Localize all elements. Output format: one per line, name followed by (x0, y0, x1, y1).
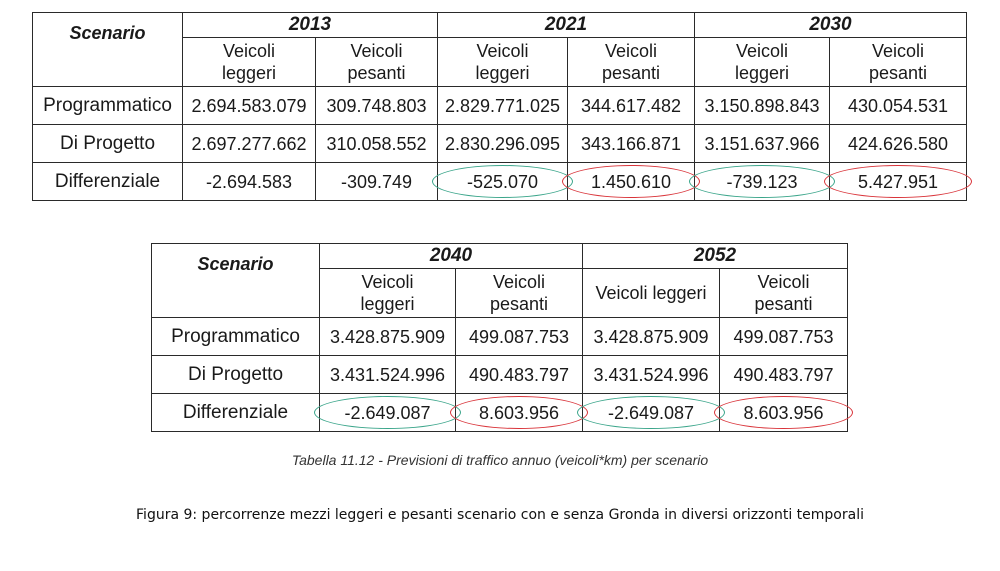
table-cell: 499.087.753 (455, 317, 583, 356)
subheader-heavy-2021: Veicoli pesanti (567, 37, 695, 87)
highlighted-cell-heavy-2021: 1.450.610 (562, 162, 700, 201)
table-row-di-progetto: Di Progetto 2.697.277.662 310.058.552 2.… (32, 124, 967, 163)
highlighted-cell-heavy-2030: 5.427.951 (824, 162, 972, 201)
table-cell: 430.054.531 (829, 86, 967, 125)
highlighted-cell-light-2030: -739.123 (689, 162, 835, 201)
table-row-programmatico: Programmatico 3.428.875.909 499.087.753 … (151, 317, 848, 356)
subheader-light-2052: Veicoli leggeri (582, 268, 720, 318)
table-row-differenziale: Differenziale -2.694.583 -309.749 -525.0… (32, 162, 972, 201)
figure-caption: Figura 9: percorrenze mezzi leggeri e pe… (136, 507, 864, 523)
subheader-heavy-2052: Veicoli pesanti (719, 268, 848, 318)
row-label: Programmatico (32, 86, 183, 125)
table-cell: -309.749 (315, 162, 438, 201)
table-cell: 3.151.637.966 (694, 124, 830, 163)
table-cell: 3.428.875.909 (582, 317, 720, 356)
table-cell: 343.166.871 (567, 124, 695, 163)
table-cell: 2.829.771.025 (437, 86, 568, 125)
traffic-table-2013-2030: Scenario 2013 2021 2030 Veicoli leggeri V… (32, 12, 972, 201)
row-label: Differenziale (151, 393, 320, 432)
highlighted-cell-light-2040: -2.649.087 (314, 393, 461, 432)
table-row-differenziale: Differenziale -2.649.087 8.603.956 -2.64… (151, 393, 853, 432)
scenario-header: Scenario (32, 12, 183, 87)
table-cell: 3.431.524.996 (319, 355, 456, 394)
row-label: Di Progetto (151, 355, 320, 394)
table-cell: 3.431.524.996 (582, 355, 720, 394)
row-label: Programmatico (151, 317, 320, 356)
row-label: Di Progetto (32, 124, 183, 163)
subheader-light-2040: Veicoli leggeri (319, 268, 456, 318)
year-header-2030: 2030 (694, 12, 967, 38)
highlighted-cell-heavy-2040: 8.603.956 (450, 393, 588, 432)
subheader-light-2013: Veicoli leggeri (182, 37, 316, 87)
year-header-2052: 2052 (582, 243, 848, 269)
table-cell: -2.694.583 (182, 162, 316, 201)
table-cell: 2.830.296.095 (437, 124, 568, 163)
table-cell: 3.428.875.909 (319, 317, 456, 356)
scenario-header: Scenario (151, 243, 320, 318)
subheader-heavy-2040: Veicoli pesanti (455, 268, 583, 318)
table-caption: Tabella 11.12 - Previsioni di traffico a… (291, 452, 709, 468)
table-cell: 490.483.797 (719, 355, 848, 394)
year-header-2040: 2040 (319, 243, 583, 269)
table-cell: 499.087.753 (719, 317, 848, 356)
year-header-2021: 2021 (437, 12, 695, 38)
table-row-di-progetto: Di Progetto 3.431.524.996 490.483.797 3.… (151, 355, 848, 394)
subheader-heavy-2030: Veicoli pesanti (829, 37, 967, 87)
highlighted-cell-heavy-2052: 8.603.956 (714, 393, 853, 432)
table-cell: 2.697.277.662 (182, 124, 316, 163)
subheader-light-2030: Veicoli leggeri (694, 37, 830, 87)
table-cell: 424.626.580 (829, 124, 967, 163)
table-cell: 3.150.898.843 (694, 86, 830, 125)
table-cell: 310.058.552 (315, 124, 438, 163)
table-cell: 2.694.583.079 (182, 86, 316, 125)
row-label: Differenziale (32, 162, 183, 201)
subheader-light-2021: Veicoli leggeri (437, 37, 568, 87)
highlighted-cell-light-2021: -525.070 (432, 162, 573, 201)
table-cell: 344.617.482 (567, 86, 695, 125)
table-cell: 309.748.803 (315, 86, 438, 125)
year-header-2013: 2013 (182, 12, 438, 38)
traffic-table-2040-2052: Scenario 2040 2052 Veicoli leggeri Veicol… (151, 243, 853, 432)
subheader-heavy-2013: Veicoli pesanti (315, 37, 438, 87)
table-row-programmatico: Programmatico 2.694.583.079 309.748.803 … (32, 86, 967, 125)
table-cell: 490.483.797 (455, 355, 583, 394)
highlighted-cell-light-2052: -2.649.087 (577, 393, 725, 432)
